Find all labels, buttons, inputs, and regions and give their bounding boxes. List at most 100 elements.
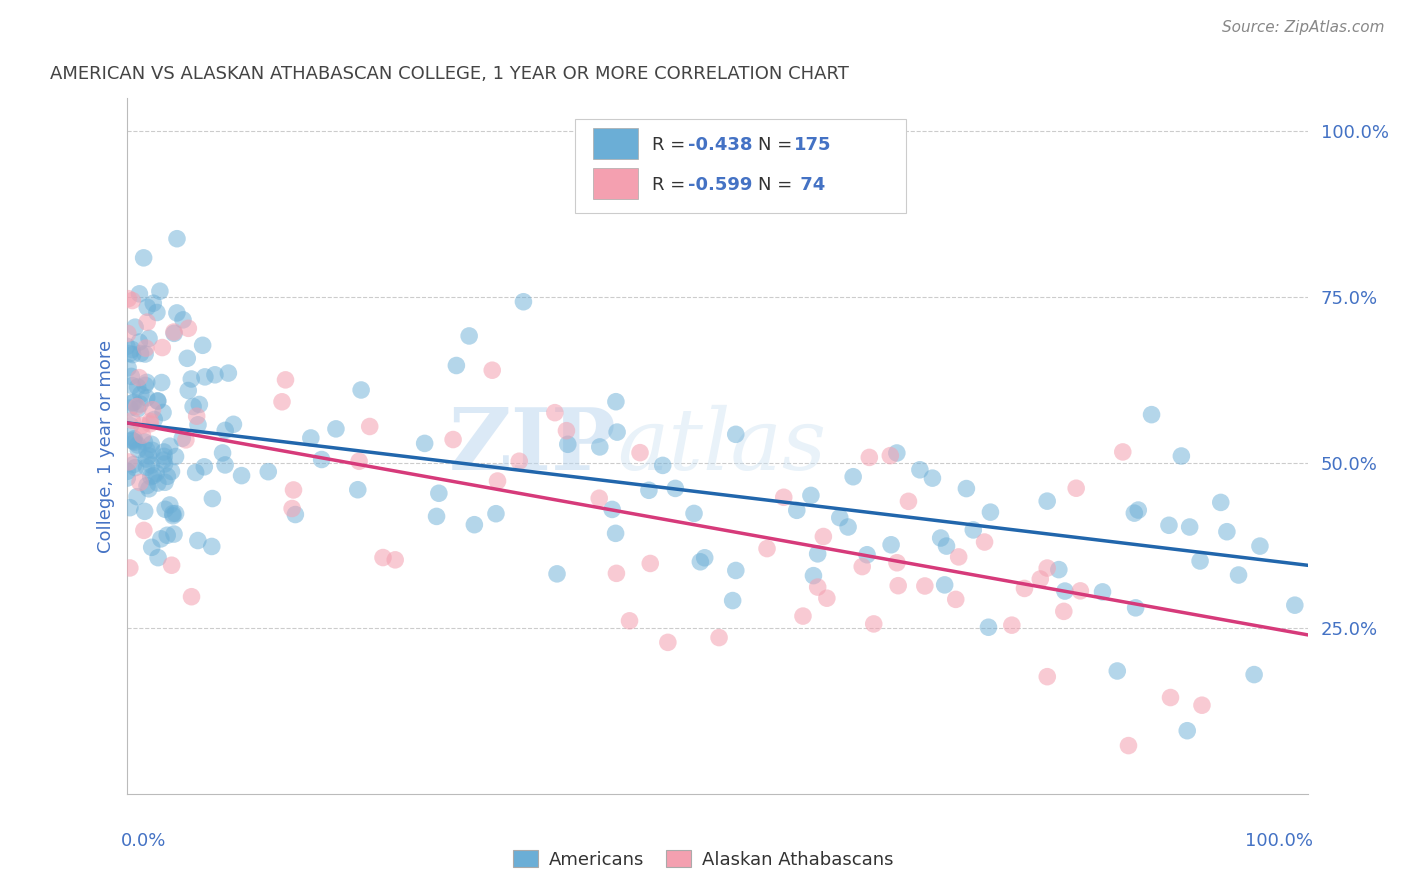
Point: [683, 507, 706, 521]
Point: [162, 507, 184, 521]
Point: [194, 370, 217, 384]
Point: [1118, 739, 1140, 753]
Point: [166, 306, 188, 320]
Point: [1064, 481, 1087, 495]
Point: [311, 452, 333, 467]
Point: [1160, 690, 1182, 705]
Point: [141, 402, 163, 417]
Point: [512, 294, 534, 309]
Point: [117, 292, 139, 306]
Point: [346, 483, 368, 497]
Text: atlas: atlas: [617, 405, 825, 487]
Point: [129, 387, 152, 401]
Point: [214, 458, 236, 472]
Text: -0.599: -0.599: [688, 176, 752, 194]
Point: [1123, 506, 1146, 520]
Point: [188, 397, 211, 411]
Point: [131, 428, 153, 442]
Point: [139, 414, 162, 428]
Point: [187, 533, 209, 548]
Point: [921, 471, 943, 485]
Text: AMERICAN VS ALASKAN ATHABASCAN COLLEGE, 1 YEAR OR MORE CORRELATION CHART: AMERICAN VS ALASKAN ATHABASCAN COLLEGE, …: [49, 65, 849, 83]
Point: [606, 425, 628, 439]
Point: [118, 455, 141, 469]
Point: [425, 509, 447, 524]
Point: [127, 401, 149, 416]
Point: [129, 475, 152, 490]
Point: [201, 491, 224, 506]
Point: [143, 412, 166, 426]
Point: [413, 436, 436, 450]
Point: [141, 437, 163, 451]
Point: [1029, 572, 1052, 586]
Point: [146, 394, 169, 409]
Point: [1053, 604, 1076, 618]
Point: [172, 431, 194, 445]
Point: [180, 590, 202, 604]
Point: [153, 475, 176, 490]
Point: [165, 450, 187, 464]
Point: [136, 478, 159, 492]
Point: [117, 360, 139, 375]
Text: R =: R =: [652, 176, 692, 194]
Point: [605, 566, 627, 581]
Point: [1209, 495, 1232, 509]
Point: [1128, 503, 1150, 517]
Point: [707, 631, 730, 645]
Point: [118, 346, 141, 360]
Point: [127, 438, 149, 452]
Point: [359, 419, 381, 434]
Point: [162, 508, 184, 523]
Point: [120, 369, 142, 384]
Point: [557, 437, 579, 451]
Point: [935, 539, 957, 553]
Point: [281, 501, 304, 516]
Point: [152, 453, 174, 467]
FancyBboxPatch shape: [575, 119, 905, 213]
FancyBboxPatch shape: [593, 128, 638, 159]
Point: [274, 373, 297, 387]
Point: [150, 376, 173, 390]
Point: [858, 450, 880, 465]
Point: [458, 329, 481, 343]
Point: [201, 540, 224, 554]
Point: [589, 440, 612, 454]
Point: [1249, 539, 1271, 553]
Point: [129, 397, 152, 411]
Point: [181, 400, 204, 414]
Text: -0.438: -0.438: [688, 136, 752, 154]
Point: [508, 454, 530, 468]
Point: [914, 579, 936, 593]
Point: [1001, 618, 1024, 632]
Point: [979, 505, 1001, 519]
Point: [807, 547, 830, 561]
Legend: Americans, Alaskan Athabascans: Americans, Alaskan Athabascans: [505, 843, 901, 876]
Point: [121, 396, 143, 410]
Point: [1125, 600, 1147, 615]
Point: [1157, 518, 1180, 533]
Point: [284, 508, 307, 522]
Point: [1227, 568, 1250, 582]
Point: [187, 417, 209, 432]
Point: [139, 469, 162, 483]
Point: [929, 531, 952, 545]
Point: [117, 471, 139, 485]
Point: [153, 445, 176, 459]
Text: 0.0%: 0.0%: [121, 832, 166, 850]
Point: [186, 409, 208, 424]
Point: [948, 549, 970, 564]
Point: [803, 568, 825, 582]
Point: [813, 529, 835, 543]
Point: [851, 559, 873, 574]
Point: [908, 463, 931, 477]
Point: [135, 376, 157, 390]
Point: [856, 548, 879, 562]
Point: [149, 532, 172, 546]
Point: [153, 502, 176, 516]
Point: [118, 500, 141, 515]
Point: [371, 550, 394, 565]
Point: [135, 452, 157, 467]
Point: [1047, 563, 1070, 577]
Point: [117, 464, 139, 478]
Point: [792, 609, 814, 624]
